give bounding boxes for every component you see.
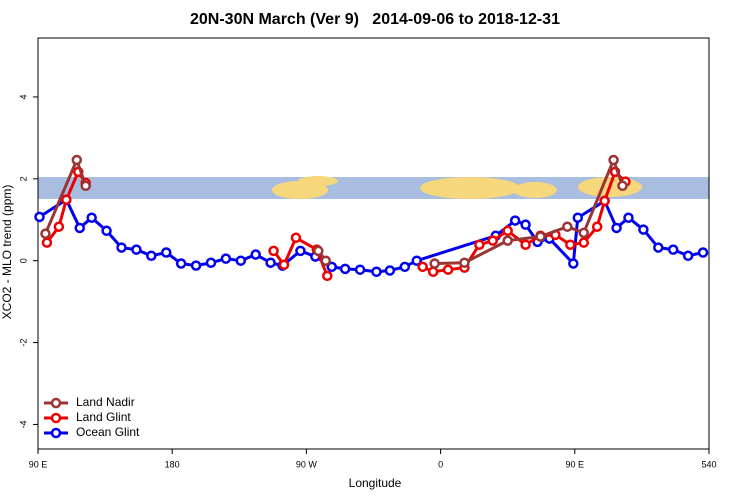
- point: [591, 221, 603, 232]
- y-tick-label: 0: [18, 258, 28, 263]
- x-tick-label: 180: [165, 459, 180, 469]
- point: [682, 250, 694, 262]
- plot-frame: [37, 37, 710, 450]
- map-strip: [38, 176, 709, 199]
- point: [175, 258, 187, 269]
- y-tick-label: 2: [18, 176, 28, 181]
- legend-marker: [50, 412, 62, 424]
- point: [417, 261, 428, 273]
- point: [502, 235, 513, 246]
- map-land: [513, 182, 557, 198]
- point: [86, 212, 97, 223]
- point: [354, 264, 366, 275]
- x-tick-label: 90 W: [296, 459, 318, 469]
- y-tick-label: 4: [18, 94, 28, 99]
- point: [611, 222, 622, 234]
- point: [568, 258, 579, 269]
- map-land: [420, 177, 520, 199]
- point: [80, 180, 91, 192]
- point: [268, 245, 279, 257]
- point: [474, 239, 485, 250]
- point: [429, 258, 440, 269]
- legend-marker: [50, 397, 62, 409]
- point: [623, 212, 634, 223]
- x-tick-label: 90 E: [29, 459, 48, 469]
- x-tick-label: 540: [701, 459, 716, 469]
- point: [295, 245, 306, 257]
- point: [578, 227, 589, 239]
- point: [411, 255, 422, 266]
- point: [697, 247, 709, 258]
- point: [562, 221, 573, 232]
- point: [61, 194, 72, 205]
- point: [190, 260, 202, 271]
- legend-label: Ocean Glint: [76, 425, 140, 439]
- point: [520, 239, 531, 250]
- y-tick-label: -2: [18, 339, 28, 347]
- point: [339, 263, 351, 275]
- point: [442, 264, 454, 275]
- chart-title: 20N-30N March (Ver 9) 2014-09-06 to 2018…: [190, 11, 560, 28]
- point: [617, 180, 628, 192]
- point: [326, 261, 337, 273]
- point: [509, 215, 521, 226]
- point: [40, 228, 51, 239]
- point: [399, 261, 411, 273]
- point: [572, 212, 584, 223]
- point: [427, 266, 439, 277]
- point: [146, 250, 157, 262]
- point: [459, 257, 470, 268]
- point: [313, 245, 324, 257]
- point: [265, 257, 276, 268]
- point: [290, 232, 302, 244]
- legend-marker: [50, 427, 62, 439]
- point: [74, 222, 86, 234]
- point: [502, 225, 513, 237]
- legend-label: Land Nadir: [76, 395, 135, 409]
- x-tick-label: 90 E: [566, 459, 585, 469]
- map-land: [298, 176, 338, 186]
- point: [653, 242, 664, 253]
- point: [320, 255, 332, 266]
- point: [667, 244, 679, 255]
- point: [565, 239, 576, 250]
- x-axis-label: Longitude: [349, 476, 402, 490]
- point: [131, 244, 142, 255]
- point: [578, 237, 589, 248]
- point: [608, 154, 619, 166]
- point: [278, 259, 290, 271]
- point: [116, 242, 127, 253]
- point: [487, 235, 499, 246]
- point: [101, 225, 112, 237]
- point: [599, 195, 610, 207]
- point: [384, 265, 396, 276]
- point: [371, 266, 382, 277]
- point: [41, 237, 53, 248]
- point: [250, 249, 261, 260]
- point: [53, 221, 65, 232]
- x-tick-label: 0: [438, 459, 443, 469]
- point: [205, 257, 217, 268]
- point: [160, 247, 172, 258]
- point: [322, 270, 333, 282]
- point: [535, 231, 546, 242]
- series: [40, 154, 628, 269]
- legend-label: Land Glint: [76, 410, 131, 424]
- point: [71, 154, 83, 166]
- y-axis-label: XCO2 - MLO trend (ppm): [0, 185, 14, 320]
- point: [520, 219, 531, 230]
- point: [235, 255, 247, 266]
- point: [638, 224, 649, 235]
- point: [34, 211, 45, 223]
- point: [220, 253, 232, 264]
- y-tick-label: -4: [18, 420, 28, 428]
